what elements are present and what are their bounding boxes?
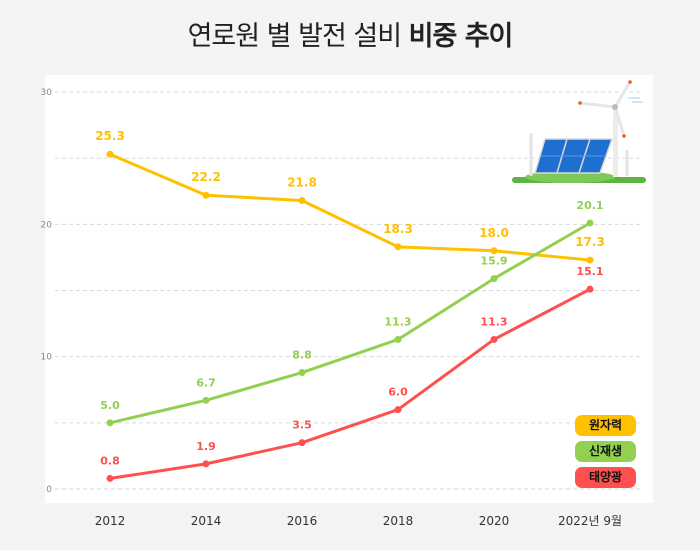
x-tick-label: 2020 [479, 514, 510, 528]
legend-item-solar: 태양광 [575, 467, 636, 488]
data-point [490, 247, 498, 255]
data-point [298, 197, 306, 205]
data-label: 6.0 [388, 386, 408, 399]
legend-item-renewable: 신재생 [575, 441, 636, 462]
data-label: 22.2 [191, 170, 221, 184]
data-point [202, 191, 210, 199]
data-label: 8.8 [292, 349, 312, 362]
data-point [106, 419, 114, 427]
series-2: 0.8 1.9 3.5 6.0 11.3 15.1 [100, 265, 604, 482]
data-point [106, 474, 114, 482]
data-label: 21.8 [287, 176, 317, 190]
title-regular: 연로원 별 발전 설비 [187, 21, 402, 52]
data-point [298, 369, 306, 377]
data-label: 20.1 [576, 199, 603, 212]
data-label: 1.9 [196, 440, 216, 453]
data-label: 5.0 [100, 399, 120, 412]
data-label: 11.3 [384, 315, 411, 328]
title-bold: 비중 추이 [408, 21, 514, 52]
x-tick-label: 2012 [95, 514, 126, 528]
chart-title: 연로원 별 발전 설비 비중 추이 [0, 14, 700, 53]
series-line [109, 287, 591, 480]
data-point [490, 275, 498, 283]
data-label: 0.8 [100, 454, 120, 467]
y-tick-label: 30 [41, 88, 53, 98]
data-point [394, 335, 402, 343]
data-label: 15.9 [480, 255, 507, 268]
data-point [394, 406, 402, 414]
data-label: 25.3 [95, 129, 125, 143]
solar-panel-wind-turbine-icon [512, 80, 646, 183]
data-point [298, 439, 306, 447]
data-label: 3.5 [292, 419, 312, 432]
data-label: 6.7 [196, 376, 216, 389]
x-tick-label: 2018 [383, 514, 414, 528]
y-tick-label: 20 [41, 220, 53, 230]
data-label: 18.0 [479, 226, 509, 240]
x-tick-label: 2022년 9월 [558, 514, 622, 528]
data-label: 18.3 [383, 222, 413, 236]
data-point [202, 460, 210, 468]
data-point [586, 285, 594, 293]
data-label: 15.1 [576, 265, 603, 278]
data-label: 11.3 [480, 315, 507, 328]
series-line [109, 221, 591, 425]
data-point [586, 219, 594, 227]
y-tick-label: 0 [46, 485, 52, 495]
series-0: 25.3 22.2 21.8 18.3 18.0 17.3 [95, 129, 605, 264]
data-point [586, 256, 594, 264]
series-line [109, 152, 591, 262]
data-point [106, 150, 114, 158]
data-point [394, 243, 402, 251]
data-label: 17.3 [575, 235, 605, 249]
x-tick-label: 2014 [191, 514, 222, 528]
data-point [490, 335, 498, 343]
legend-item-nuclear: 원자력 [575, 415, 636, 436]
data-point [202, 396, 210, 404]
x-tick-label: 2016 [287, 514, 318, 528]
y-tick-label: 10 [41, 353, 53, 363]
series-1: 5.0 6.7 8.8 11.3 15.9 20.1 [100, 199, 604, 427]
